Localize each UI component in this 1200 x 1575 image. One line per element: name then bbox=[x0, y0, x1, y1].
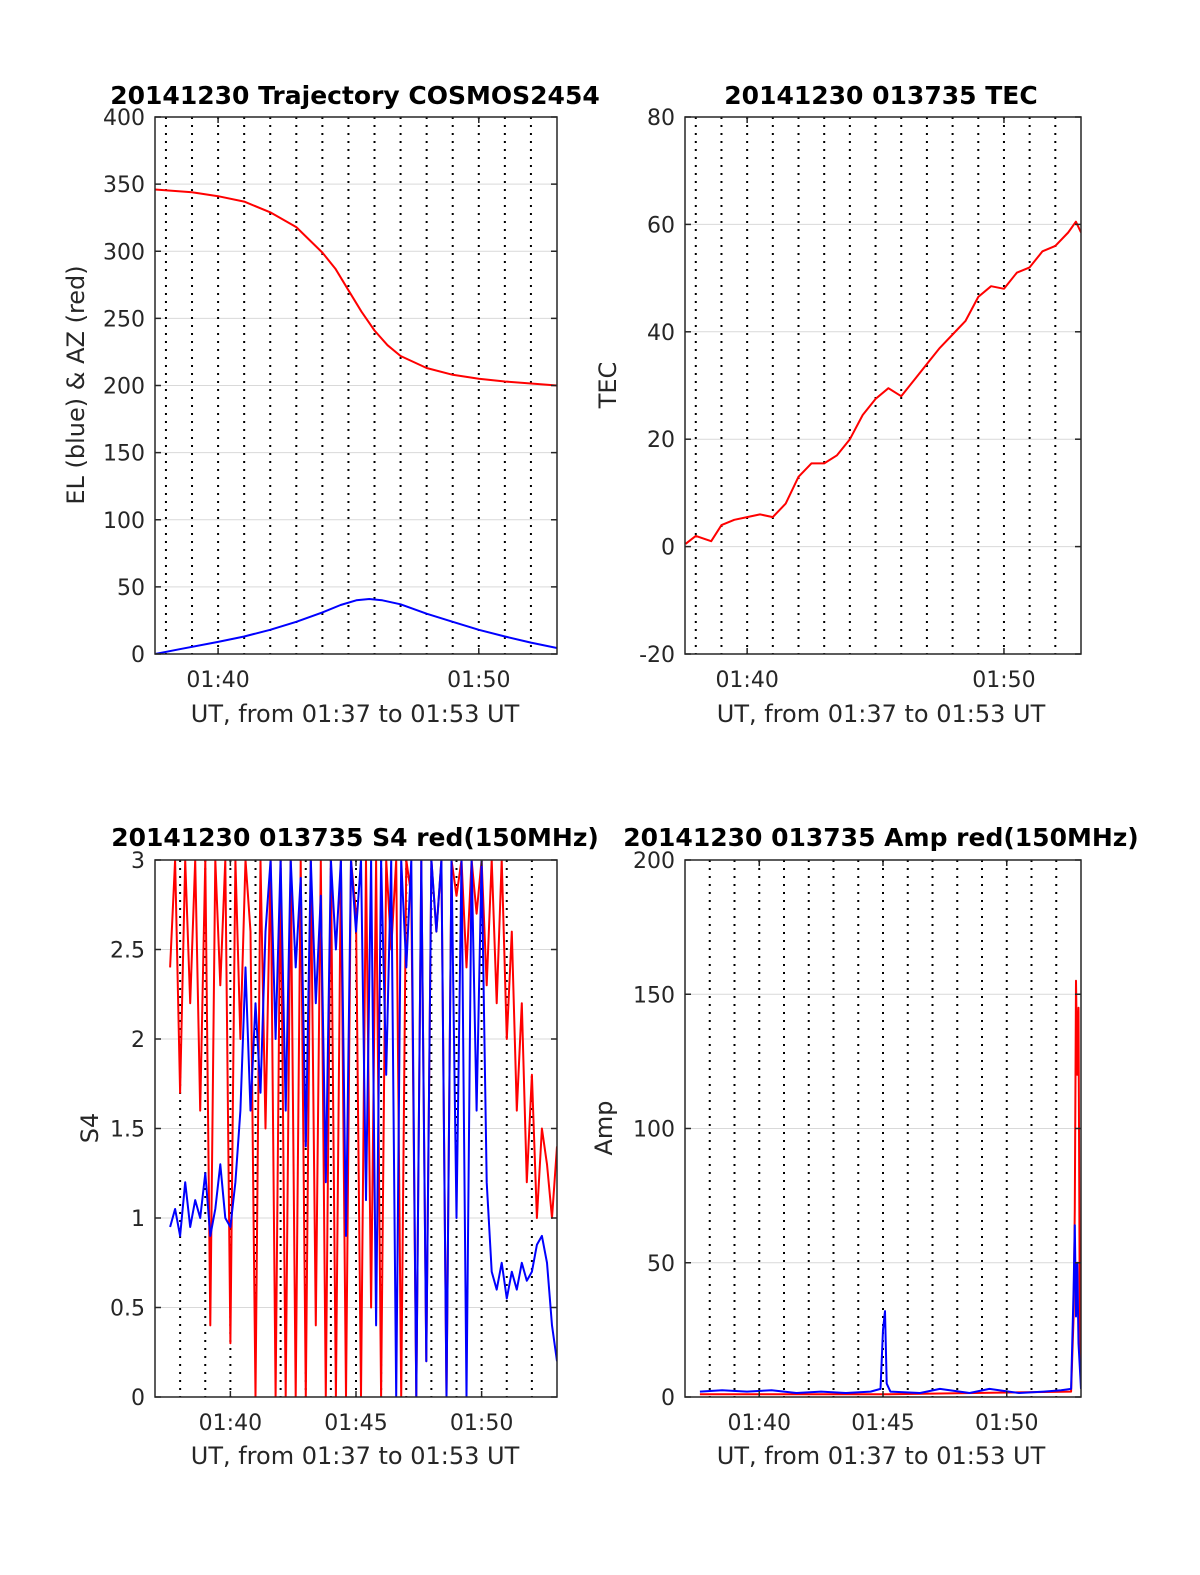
y-tick-label: 2 bbox=[131, 1028, 145, 1053]
blue-series-line bbox=[169, 860, 557, 1397]
y-tick-label: -20 bbox=[639, 643, 675, 668]
red-series-line bbox=[699, 979, 1081, 1396]
s4-panel: 20141230 013735 S4 red(150MHz) UT, from … bbox=[76, 823, 599, 1470]
x-tick-label: 01:50 bbox=[975, 1411, 1038, 1436]
red-series-line bbox=[169, 860, 557, 1397]
y-axis-label: S4 bbox=[76, 1113, 104, 1144]
x-tick-label: 01:50 bbox=[450, 1411, 513, 1436]
x-tick-label: 01:40 bbox=[715, 668, 778, 693]
y-axis-label: Amp bbox=[590, 1100, 618, 1155]
x-tick-label: 01:40 bbox=[199, 1411, 262, 1436]
y-tick-label: 150 bbox=[633, 983, 675, 1008]
y-tick-label: 300 bbox=[103, 240, 145, 265]
y-tick-label: 0.5 bbox=[110, 1297, 145, 1322]
blue-series-line bbox=[155, 598, 557, 654]
y-tick-label: 40 bbox=[647, 321, 675, 346]
y-tick-label: 0 bbox=[131, 1386, 145, 1411]
panel-title: 20141230 013735 TEC bbox=[724, 81, 1037, 110]
y-tick-label: 200 bbox=[633, 849, 675, 874]
y-tick-label: 60 bbox=[647, 213, 675, 238]
y-tick-label: 50 bbox=[647, 1252, 675, 1277]
y-tick-label: 20 bbox=[647, 428, 675, 453]
x-tick-label: 01:40 bbox=[728, 1411, 791, 1436]
panel-title: 20141230 Trajectory COSMOS2454 bbox=[110, 81, 600, 110]
y-tick-label: 400 bbox=[103, 106, 145, 131]
y-axis-label: TEC bbox=[594, 362, 622, 410]
y-tick-label: 1.5 bbox=[110, 1118, 145, 1143]
x-axis-label: UT, from 01:37 to 01:53 UT bbox=[191, 1442, 520, 1470]
y-tick-label: 200 bbox=[103, 375, 145, 400]
x-tick-label: 01:50 bbox=[447, 668, 510, 693]
y-tick-label: 0 bbox=[661, 536, 675, 561]
panel-title: 20141230 013735 Amp red(150MHz) bbox=[623, 823, 1139, 852]
trajectory-panel: 20141230 Trajectory COSMOS2454 UT, from … bbox=[62, 81, 600, 728]
y-tick-label: 350 bbox=[103, 173, 145, 198]
x-axis-label: UT, from 01:37 to 01:53 UT bbox=[191, 700, 520, 728]
axes-box bbox=[684, 116, 1082, 655]
y-tick-label: 250 bbox=[103, 307, 145, 332]
y-tick-label: 50 bbox=[117, 576, 145, 601]
y-tick-label: 150 bbox=[103, 442, 145, 467]
y-axis-label: EL (blue) & AZ (red) bbox=[62, 265, 90, 504]
y-tick-label: 100 bbox=[633, 1118, 675, 1143]
x-axis-label: UT, from 01:37 to 01:53 UT bbox=[717, 1442, 1046, 1470]
y-tick-label: 80 bbox=[647, 106, 675, 131]
panel-title: 20141230 013735 S4 red(150MHz) bbox=[111, 823, 599, 852]
x-tick-label: 01:40 bbox=[186, 668, 249, 693]
y-tick-label: 1 bbox=[131, 1207, 145, 1232]
y-tick-label: 100 bbox=[103, 509, 145, 534]
y-tick-label: 0 bbox=[661, 1386, 675, 1411]
x-tick-label: 01:50 bbox=[972, 668, 1035, 693]
y-tick-label: 3 bbox=[131, 849, 145, 874]
y-tick-label: 0 bbox=[131, 643, 145, 668]
x-tick-label: 01:45 bbox=[324, 1411, 387, 1436]
amp-panel: 20141230 013735 Amp red(150MHz) UT, from… bbox=[590, 823, 1139, 1470]
red-series-line bbox=[685, 220, 1081, 545]
x-tick-label: 01:45 bbox=[851, 1411, 914, 1436]
tec-panel: 20141230 013735 TEC UT, from 01:37 to 01… bbox=[594, 81, 1082, 728]
x-axis-label: UT, from 01:37 to 01:53 UT bbox=[717, 700, 1046, 728]
red-series-line bbox=[155, 188, 557, 387]
y-tick-label: 2.5 bbox=[110, 939, 145, 964]
blue-series-line bbox=[699, 1224, 1081, 1394]
